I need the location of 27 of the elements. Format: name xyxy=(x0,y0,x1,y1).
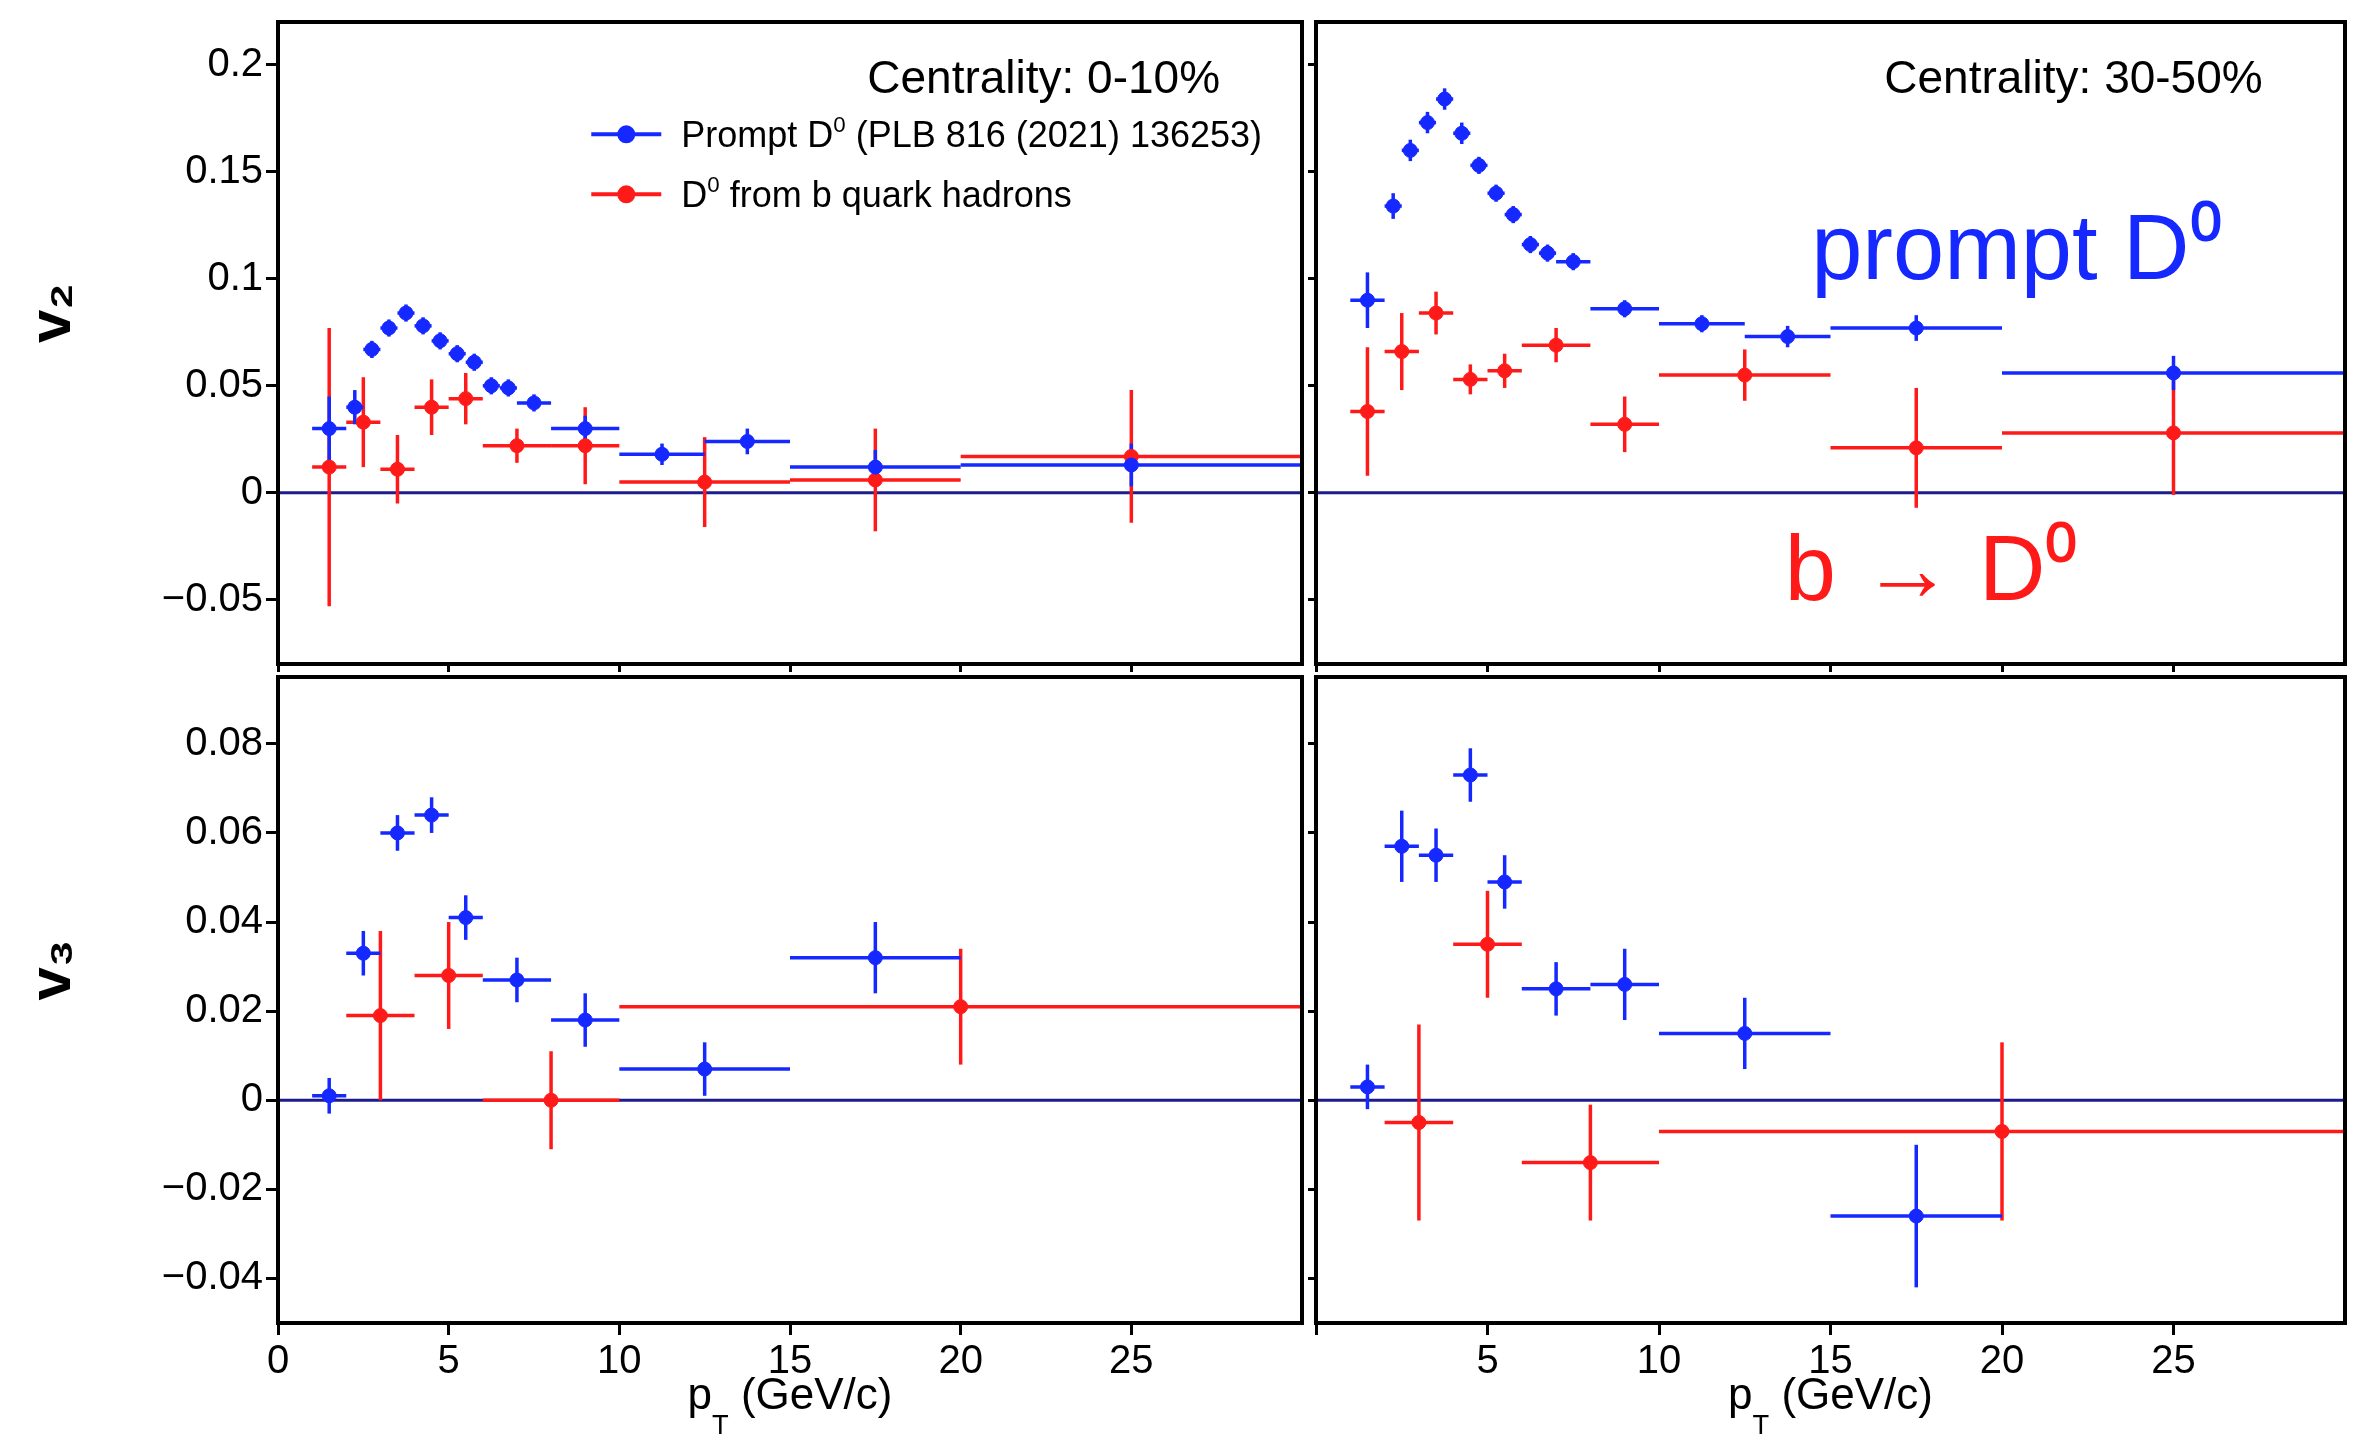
x-tick-label: 20 xyxy=(1979,1337,2025,1382)
y-tick-label: 0.06 xyxy=(185,807,263,852)
y-tick-label: 0 xyxy=(240,1075,263,1120)
y-tick-label: 0.05 xyxy=(185,360,263,405)
x-tick-label: 10 xyxy=(1636,1337,1682,1382)
y-tick-label: −0.02 xyxy=(161,1164,263,1209)
y-tick-label: 0.02 xyxy=(185,986,263,1031)
y-tick-label: −0.04 xyxy=(161,1253,263,1298)
x-tick-label: 5 xyxy=(1476,1337,1499,1382)
y-tick-label: 0 xyxy=(240,467,263,512)
annotation: prompt D⁰ xyxy=(1811,195,2222,298)
y-tick-label: 0.2 xyxy=(207,39,263,84)
x-tick-label: 20 xyxy=(938,1337,983,1382)
x-tick-label: 25 xyxy=(2151,1337,2196,1382)
y-tick-label: 0.08 xyxy=(185,718,263,763)
y-tick-label: 0.15 xyxy=(185,146,263,191)
x-tick-label: 5 xyxy=(437,1337,460,1382)
y-tick-label: 0.1 xyxy=(207,253,263,298)
y-axis-title: v₃ xyxy=(16,939,83,1001)
annotation: b → D⁰ xyxy=(1784,516,2078,619)
y-axis-title: v₂ xyxy=(16,282,83,344)
x-tick-label: 25 xyxy=(1109,1337,1154,1382)
y-tick-label: 0.04 xyxy=(185,897,263,942)
annotation: Centrality: 30-50% xyxy=(1884,50,2263,103)
y-tick-label: −0.05 xyxy=(161,574,263,619)
annotation: Centrality: 0-10% xyxy=(867,50,1221,103)
x-tick-label: 10 xyxy=(597,1337,642,1382)
